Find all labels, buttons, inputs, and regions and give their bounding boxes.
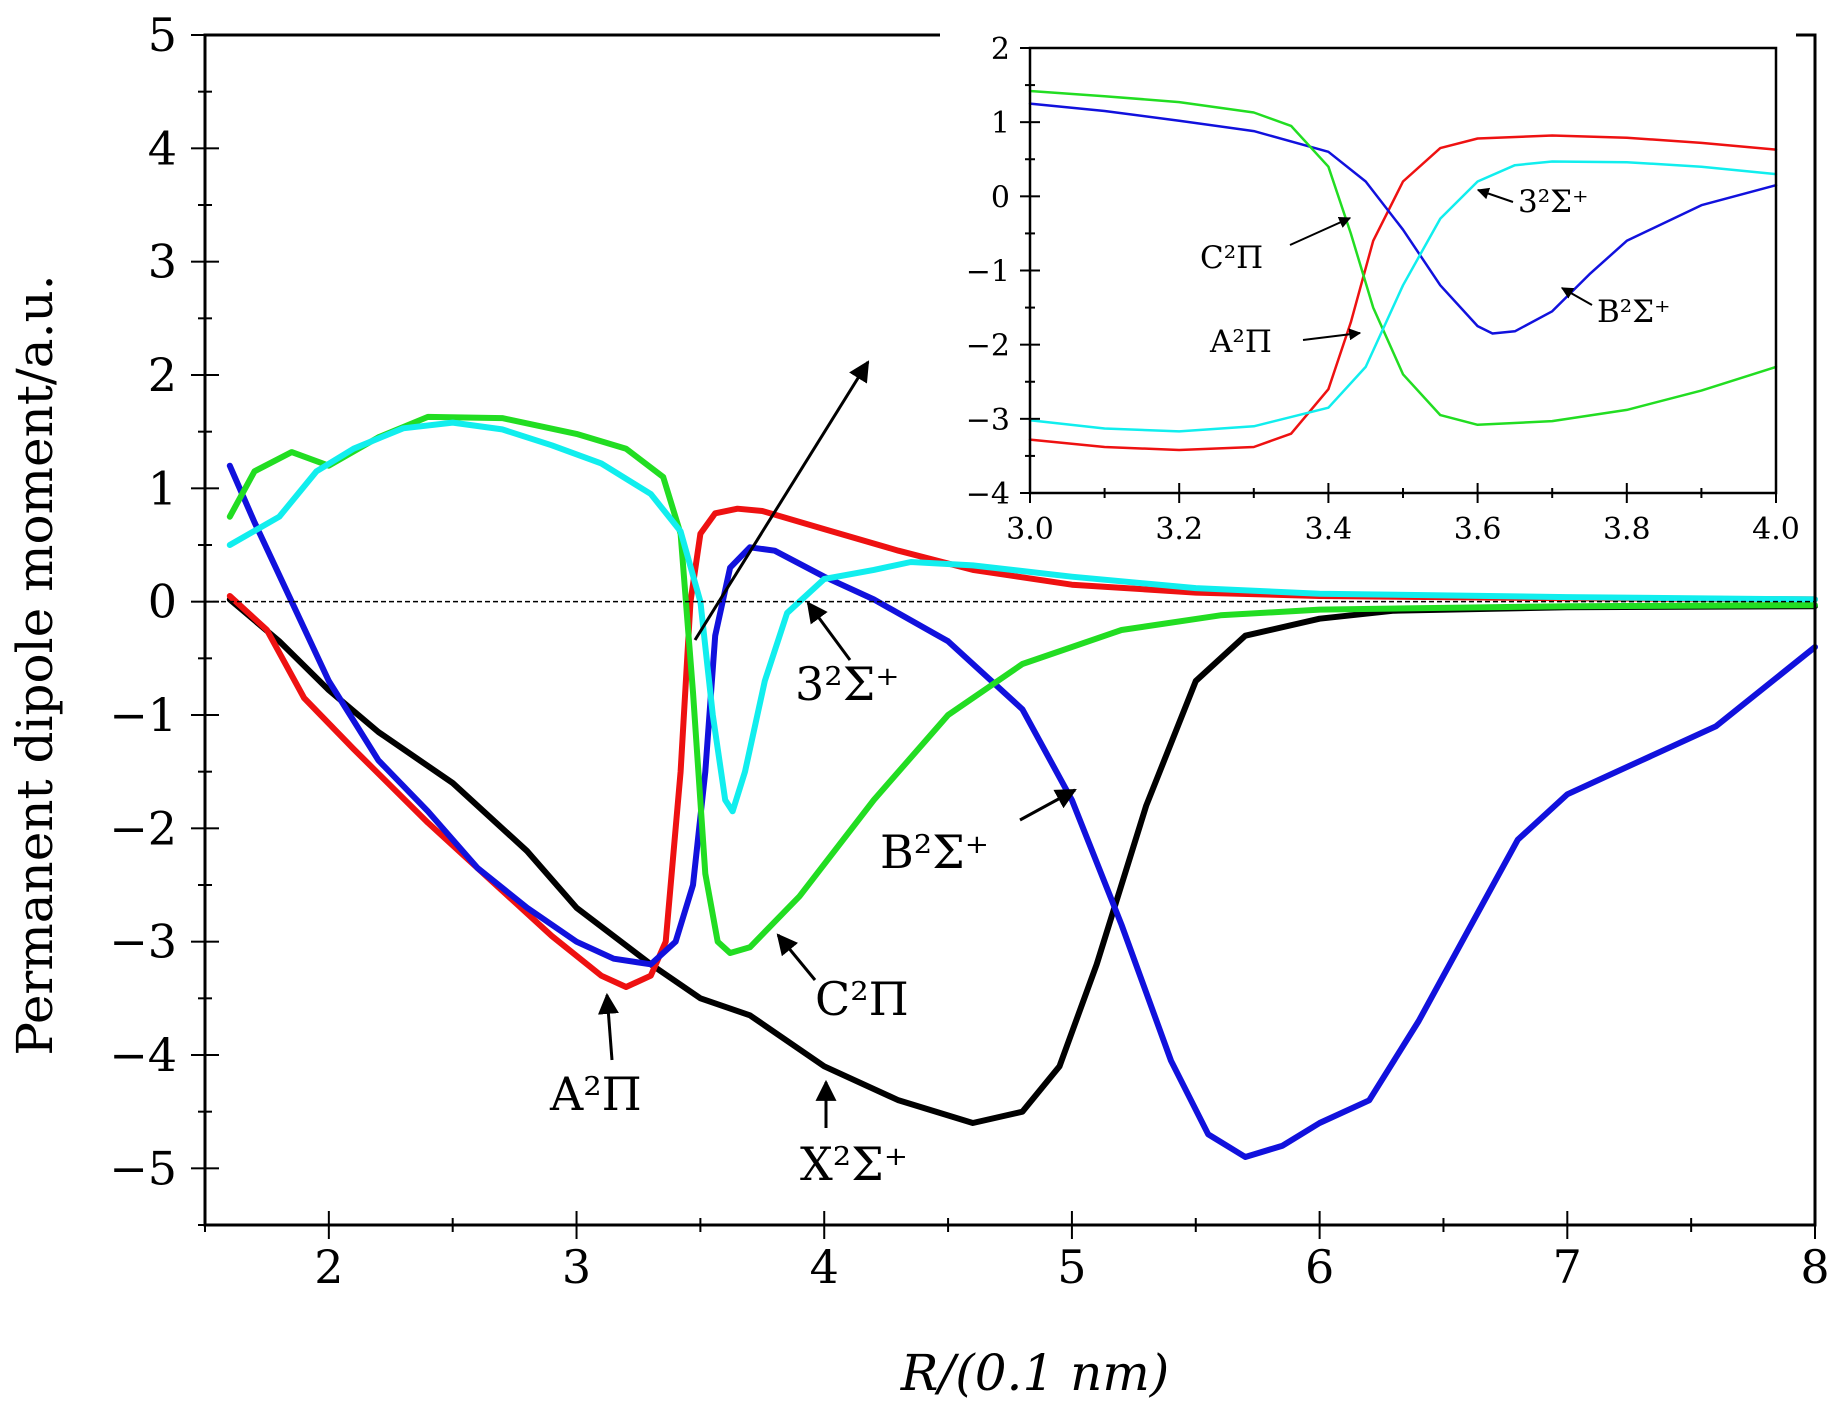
- inset-series-3: [1028, 160, 1778, 433]
- inset-y-tick-label: −1: [966, 255, 1010, 290]
- inset-series-group: [1028, 89, 1778, 452]
- inset-x-tick-label: 4.0: [1752, 512, 1800, 547]
- zoom-arrow: [693, 360, 870, 641]
- inset-axis-ticks: 3.0 3.2 3.4 3.6 3.8 4.0 2 1 0 −1 −2 −3 −4: [966, 32, 1800, 547]
- annotation-b2sigma: B²Σ⁺: [880, 825, 989, 879]
- main-x-tick-label: 7: [1553, 1240, 1582, 1294]
- main-chart: 2 3 4 5 6 7 8 5 4 3 2 1 0 −1 −2 −3 −4 −5 Permanent dipole…: [6, 8, 1830, 1402]
- inset-y-tick-label: 2: [991, 32, 1010, 67]
- inset-y-tick-label: −4: [966, 477, 1010, 512]
- main-y-tick-label: 5: [148, 8, 177, 62]
- inset-y-tick-label: −2: [966, 329, 1010, 364]
- main-x-tick-label: 8: [1800, 1240, 1829, 1294]
- inset-annotation-b2sigma: B²Σ⁺: [1597, 294, 1671, 330]
- inset-x-tick-label: 3.4: [1305, 512, 1353, 547]
- main-y-tick-label: −1: [109, 688, 177, 742]
- inset-y-tick-label: 1: [991, 106, 1010, 141]
- inset-arrow-a2pi: [1302, 328, 1362, 341]
- inset-x-tick-label: 3.8: [1603, 512, 1651, 547]
- inset-x-tick-label: 3.0: [1006, 512, 1054, 547]
- arrow-c2pi: [776, 933, 817, 981]
- inset-x-tick-label: 3.6: [1454, 512, 1502, 547]
- inset-x-tick-label: 3.2: [1155, 512, 1203, 547]
- main-x-tick-label: 2: [314, 1240, 343, 1294]
- inset-series-b: [1028, 102, 1778, 335]
- main-y-tick-label: 0: [148, 575, 177, 629]
- inset-annotation-a2pi: A²Π: [1209, 324, 1272, 360]
- inset-arrow-c2pi: [1289, 216, 1352, 246]
- main-series-a: [226, 505, 1818, 990]
- main-y-tick-label: 4: [148, 121, 177, 175]
- arrow-b2sigma: [1019, 788, 1077, 822]
- arrow-3-2sigma: [806, 601, 852, 661]
- main-series-3: [226, 419, 1818, 815]
- inset-arrow-b2sigma: [1560, 287, 1593, 306]
- inset-series-a: [1028, 134, 1778, 452]
- annotation-a2pi: A²Π: [549, 1067, 642, 1121]
- annotation-c2pi: C²Π: [815, 972, 909, 1026]
- main-y-tick-label: 3: [148, 235, 177, 289]
- inset-y-tick-label: 0: [991, 180, 1010, 215]
- main-y-tick-label: −3: [109, 915, 177, 969]
- main-y-tick-label: −5: [109, 1141, 177, 1195]
- main-x-tick-label: 5: [1057, 1240, 1086, 1294]
- main-x-tick-label: 3: [562, 1240, 591, 1294]
- arrow-a2pi: [597, 992, 619, 1061]
- annotation-x2sigma: X²Σ⁺: [800, 1137, 908, 1191]
- main-y-tick-label: 1: [148, 461, 177, 515]
- inset-arrow-3-2sigma: [1476, 187, 1514, 203]
- inset-chart: 3.0 3.2 3.4 3.6 3.8 4.0 2 1 0 −1 −2 −3 −4 C²Π A²Π 3²…: [940, 32, 1800, 553]
- inset-annotation-c2pi: C²Π: [1200, 240, 1263, 276]
- inset-y-tick-label: −3: [966, 403, 1010, 438]
- main-series-group: [226, 413, 1818, 1160]
- annotation-3-2sigma: 3²Σ⁺: [795, 657, 900, 711]
- inset-annotation-3-2sigma: 3²Σ⁺: [1518, 184, 1588, 220]
- main-y-tick-label: −4: [109, 1028, 177, 1082]
- main-series-x: [226, 596, 1818, 1126]
- main-y-tick-label: −2: [109, 801, 177, 855]
- y-axis-title: Permanent dipole moment/a.u.: [6, 274, 64, 1055]
- inset-series-c: [1028, 89, 1778, 427]
- x-axis-title: R/(0.1 nm): [900, 1344, 1170, 1402]
- main-axis-ticks: 2 3 4 5 6 7 8 5 4 3 2 1 0 −1 −2 −3 −4 −5: [109, 8, 1829, 1294]
- main-x-tick-label: 6: [1305, 1240, 1334, 1294]
- main-x-tick-label: 4: [810, 1240, 839, 1294]
- main-y-tick-label: 2: [148, 348, 177, 402]
